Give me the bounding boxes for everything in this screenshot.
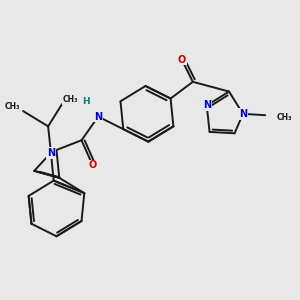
Text: N: N bbox=[94, 112, 102, 122]
Text: CH₃: CH₃ bbox=[276, 113, 292, 122]
Text: N: N bbox=[203, 100, 211, 110]
Text: H: H bbox=[82, 97, 89, 106]
Text: O: O bbox=[88, 160, 97, 170]
Text: O: O bbox=[178, 55, 186, 64]
Text: CH₃: CH₃ bbox=[63, 95, 78, 104]
Text: N: N bbox=[47, 148, 55, 158]
Text: CH₃: CH₃ bbox=[4, 102, 20, 111]
Text: N: N bbox=[239, 109, 247, 119]
